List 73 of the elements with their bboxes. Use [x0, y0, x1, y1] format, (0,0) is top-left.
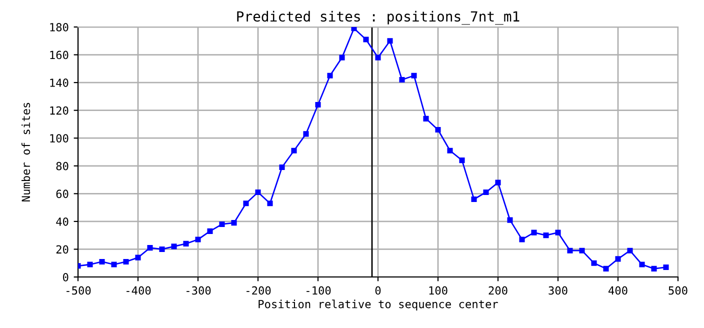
point: [663, 264, 669, 270]
point: [351, 27, 357, 32]
chart-title: Predicted sites : positions_7nt_m1: [237, 10, 520, 25]
y-tick-label: 0: [63, 273, 68, 282]
point: [531, 230, 537, 236]
point: [375, 54, 381, 60]
point: [87, 262, 93, 268]
point: [123, 258, 129, 264]
point: [327, 72, 333, 78]
point: [219, 221, 225, 227]
point: [435, 127, 441, 133]
point: [207, 228, 213, 234]
point: [627, 248, 633, 254]
y-tick-label: 40: [56, 217, 68, 226]
point: [567, 248, 573, 254]
point: [603, 266, 609, 272]
y-tick-label: 80: [56, 162, 68, 170]
x-tick-label: -500: [66, 286, 91, 295]
point: [423, 116, 429, 122]
x-tick-label: -400: [126, 286, 151, 295]
y-tick-label: 180: [50, 23, 68, 32]
point: [159, 246, 165, 252]
point: [495, 180, 501, 186]
point: [555, 230, 561, 236]
point: [543, 232, 549, 238]
x-axis-title: Position relative to sequence center: [258, 300, 498, 310]
x-tick-label: 400: [608, 286, 628, 295]
point: [147, 245, 153, 251]
point: [579, 248, 585, 254]
x-tick-label: 300: [548, 286, 568, 295]
point: [483, 190, 489, 196]
point: [339, 54, 345, 60]
point: [459, 158, 465, 164]
point: [111, 262, 117, 268]
point: [135, 254, 141, 260]
point: [171, 244, 177, 250]
x-tick-label: -100: [306, 286, 331, 295]
y-tick-label: 60: [56, 190, 68, 198]
point: [651, 266, 657, 272]
point: [267, 200, 273, 206]
y-tick-label: 160: [50, 50, 68, 60]
x-tick-label: -300: [186, 286, 211, 295]
point: [447, 148, 453, 154]
point: [291, 148, 297, 154]
point: [507, 217, 513, 223]
point: [303, 131, 309, 137]
x-tick-label: 0: [375, 286, 381, 295]
point: [387, 38, 393, 44]
point: [519, 236, 525, 242]
x-tick-label: 200: [488, 286, 508, 295]
point: [183, 240, 189, 246]
point: [399, 77, 405, 83]
y-axis-title: Number of sites: [21, 102, 30, 202]
point: [99, 258, 105, 264]
point: [411, 72, 417, 78]
x-tick-label: 500: [668, 286, 688, 295]
point: [231, 220, 237, 226]
y-tick-label: 140: [50, 78, 68, 87]
point: [279, 164, 285, 170]
point: [639, 262, 645, 268]
point: [363, 36, 369, 42]
point: [255, 190, 261, 196]
y-tick-label: 120: [50, 106, 68, 115]
point: [315, 102, 321, 108]
point: [243, 200, 249, 206]
point: [471, 196, 477, 202]
point: [615, 256, 621, 262]
x-tick-label: -200: [246, 286, 271, 295]
y-tick-label: 100: [50, 134, 68, 143]
x-tick-label: 100: [429, 286, 448, 295]
point: [195, 236, 201, 242]
point: [591, 260, 597, 266]
y-tick-label: 20: [56, 245, 68, 254]
